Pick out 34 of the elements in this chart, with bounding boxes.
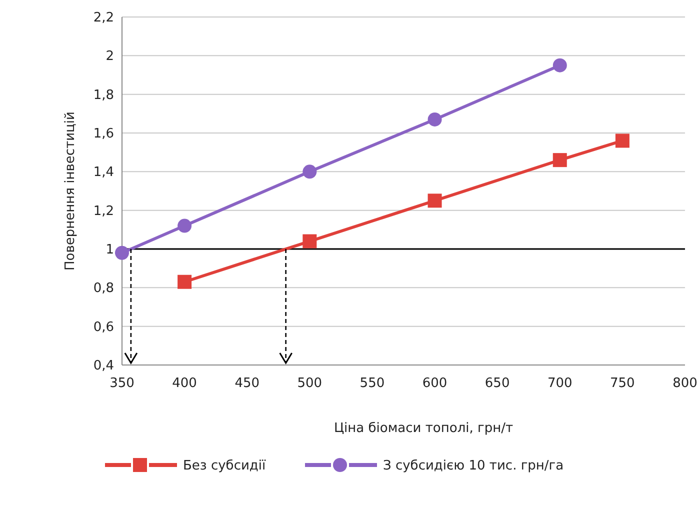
y-tick-label: 2: [106, 49, 114, 64]
point: [178, 218, 192, 233]
x-tick-label: 600: [422, 376, 448, 391]
y-tick-label: 1: [106, 242, 114, 258]
y-tick-label: 1,8: [93, 88, 114, 103]
x-tick-label: 500: [297, 376, 322, 391]
point: [115, 246, 129, 260]
x-tick-label: 750: [610, 376, 635, 391]
legend-label: З субсидією 10 тис. грн/га: [383, 458, 564, 474]
y-tick-label: 0,6: [93, 320, 114, 335]
x-tick-label: 350: [110, 376, 134, 391]
legend-label: Без субсидії: [183, 458, 266, 474]
x-tick-label: 450: [234, 376, 260, 391]
x-tick-label: 400: [172, 376, 197, 391]
point: [302, 234, 317, 248]
y-tick-label: 0,4: [93, 358, 114, 374]
y-tick-label: 1,4: [93, 165, 114, 180]
point: [302, 164, 317, 179]
x-tick-label: 700: [547, 376, 572, 391]
x-tick-label: 550: [360, 376, 385, 391]
point: [178, 274, 192, 289]
x-tick-label: 800: [672, 376, 698, 391]
y-axis-title: Повернення інвестицій: [63, 112, 78, 270]
point: [552, 58, 567, 72]
y-tick-label: 0,8: [93, 281, 114, 296]
y-tick-label: 1,2: [93, 204, 114, 219]
y-tick-label: 2,2: [93, 10, 114, 26]
point: [552, 153, 567, 168]
x-axis-title: Ціна біомаси тополі, грн/т: [334, 421, 514, 436]
x-tick-label: 650: [484, 376, 510, 391]
point: [428, 194, 442, 208]
point: [615, 134, 630, 148]
y-tick-label: 1,6: [93, 126, 114, 142]
point: [428, 112, 442, 126]
